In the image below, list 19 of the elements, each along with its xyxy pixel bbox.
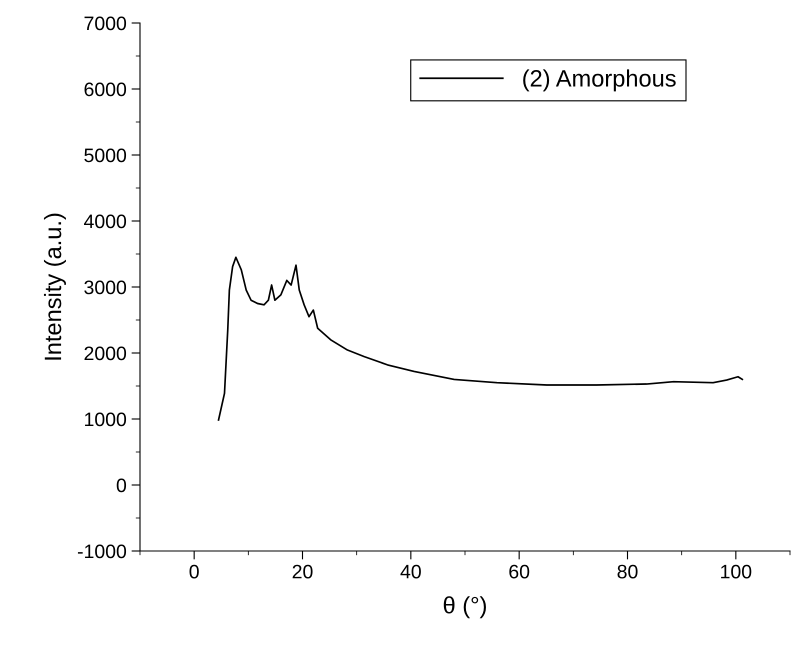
- y-axis-title: Intensity (a.u.): [44, 214, 66, 360]
- x-tick-label: 0: [190, 564, 199, 578]
- x-tick-label: 100: [721, 564, 752, 578]
- y-tick-label: 0: [116, 478, 126, 492]
- y-tick-label: -1000: [78, 544, 126, 558]
- y-tick-label: 7000: [84, 16, 126, 30]
- x-tick-label: 20: [292, 564, 313, 578]
- y-tick-label: 5000: [84, 148, 126, 162]
- y-tick-label: 1000: [85, 412, 126, 426]
- y-tick-label: 4000: [84, 214, 126, 228]
- y-tick-label: 2000: [84, 346, 126, 360]
- x-tick-label: 60: [509, 564, 530, 578]
- y-tick-label: 3000: [84, 280, 126, 294]
- line-series: [218, 256, 744, 421]
- x-tick-label: 40: [400, 564, 421, 578]
- x-axis-title: θ (°): [444, 596, 486, 618]
- y-tick-label: 6000: [84, 82, 126, 96]
- x-tick-label: 80: [618, 564, 638, 578]
- legend-label: (2) Amorphous: [523, 69, 676, 92]
